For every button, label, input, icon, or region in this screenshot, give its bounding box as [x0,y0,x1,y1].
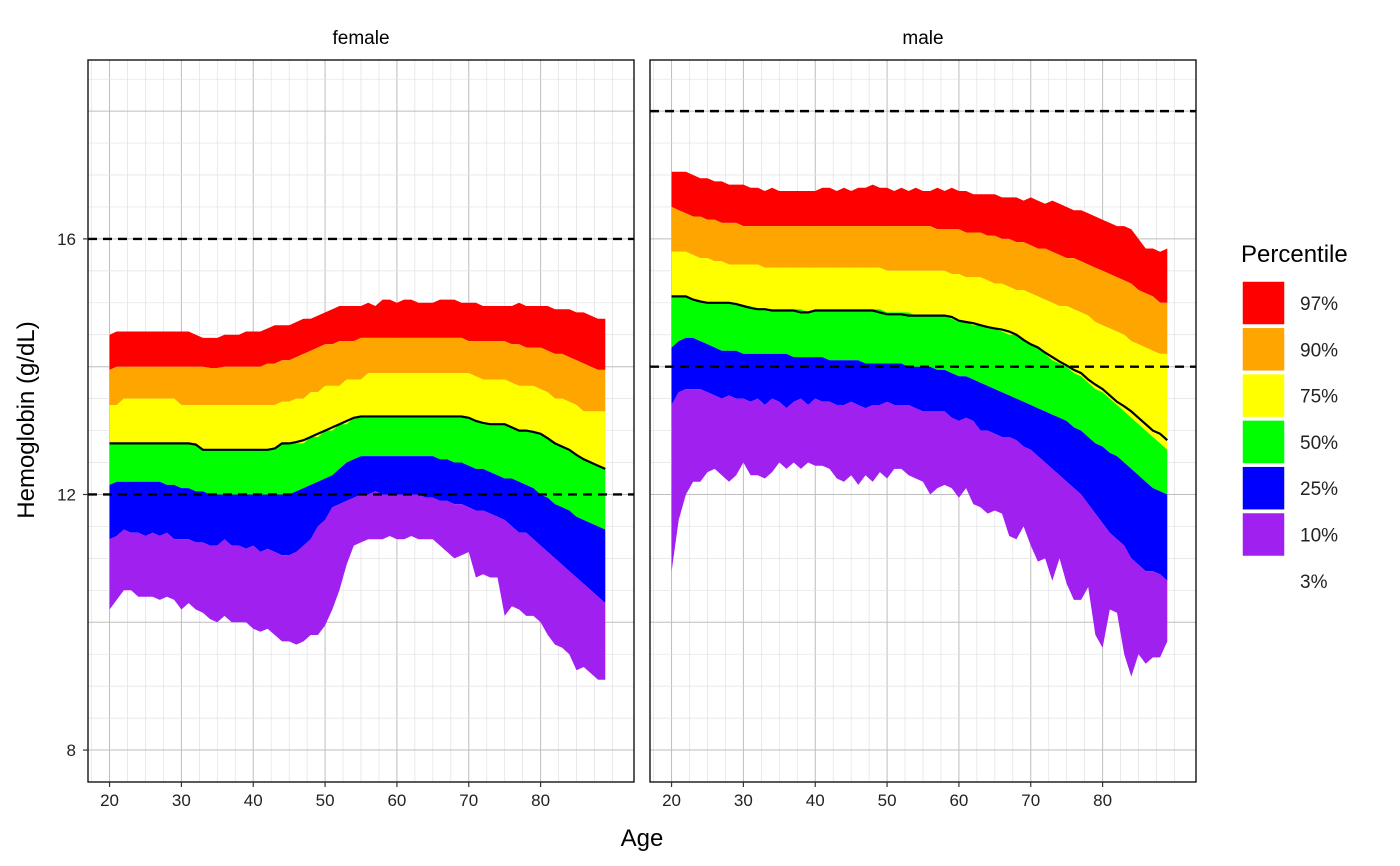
legend-swatch [1241,372,1286,419]
median-line [109,415,606,470]
y-tick-label: 8 [67,741,76,760]
y-tick-label: 16 [57,230,76,249]
band-p50 [671,296,1168,495]
x-tick-label: 80 [531,791,550,810]
x-tick-label: 30 [172,791,191,810]
legend-title: Percentile [1241,241,1348,268]
legend-label: 90% [1300,340,1338,361]
x-axis-label: Age [621,825,664,852]
x-tick-label: 70 [459,791,478,810]
x-tick-label: 20 [662,791,681,810]
panel-border [87,59,635,783]
band-p10 [109,491,606,680]
median-line [671,295,1169,442]
legend-label: 25% [1300,479,1338,500]
panel-border [649,59,1197,783]
band-p97 [671,171,1168,303]
band-p75 [671,251,1168,450]
legend-swatch [1241,511,1286,558]
band-p75 [109,373,606,469]
y-axis-label: Hemoglobin (g/dL) [13,321,40,518]
band-p90 [671,207,1168,354]
legend: Percentile 97% 90% 75% 50% 25% 10% 3% [1241,241,1348,604]
x-tick-label: 40 [806,791,825,810]
panel-title: male [902,28,943,49]
band-p50 [109,417,606,530]
legend-swatch [1241,326,1286,373]
panel-male: male 20 30 40 50 60 70 80 [649,28,1197,810]
band-p90 [109,337,606,412]
band-p97 [109,299,606,370]
band-p10 [671,389,1168,677]
legend-label: 97% [1300,294,1338,315]
y-tick-label: 12 [57,485,76,504]
x-tick-label: 20 [100,791,119,810]
x-tick-label: 30 [734,791,753,810]
panel-title: female [332,28,389,49]
x-tick-label: 70 [1021,791,1040,810]
band-p25 [671,337,1168,581]
legend-swatch [1241,280,1286,326]
legend-label: 50% [1300,433,1338,454]
x-tick-label: 80 [1093,791,1112,810]
panel-female: female 20 30 40 50 60 70 80 8 12 16 [57,28,635,810]
x-tick-label: 60 [949,791,968,810]
legend-label: 75% [1300,387,1338,408]
x-tick-label: 50 [878,791,897,810]
x-tick-label: 40 [244,791,263,810]
legend-swatch [1241,558,1286,604]
legend-label: 3% [1300,572,1328,593]
x-tick-label: 60 [387,791,406,810]
legend-swatch [1241,465,1286,511]
legend-label: 10% [1300,526,1338,547]
band-p25 [109,456,606,604]
legend-swatch [1241,419,1286,465]
x-tick-label: 50 [316,791,335,810]
